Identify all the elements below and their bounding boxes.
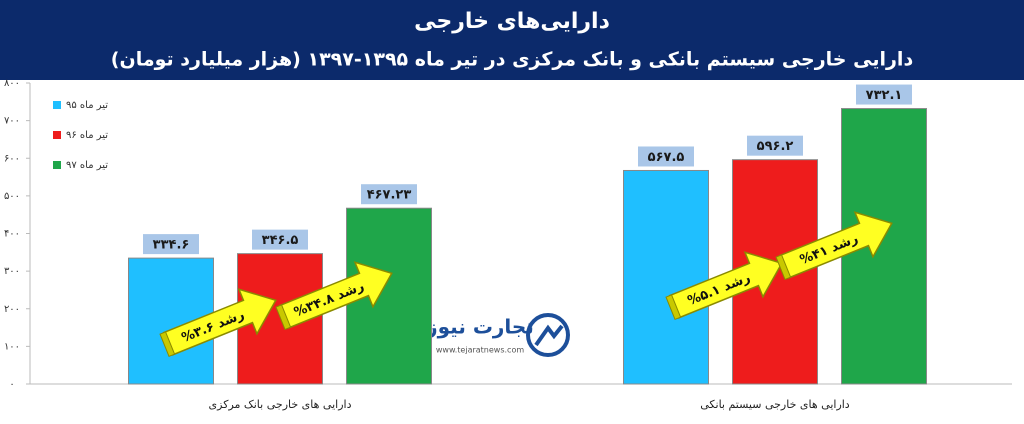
value-label: ۵۶۷.۵ — [648, 150, 685, 165]
y-tick-label: ۷۰۰ — [4, 116, 20, 127]
growth-arrow-tail — [665, 294, 682, 321]
chart-title: دارایی‌های خارجی — [414, 9, 610, 34]
value-label: ۵۹۶.۲ — [757, 139, 794, 154]
legend-swatch — [53, 161, 61, 169]
y-tick-label: ۳۰۰ — [4, 266, 20, 277]
legend-label: تیر ماه ۹۵ — [66, 100, 108, 111]
legend-label: تیر ماه ۹۶ — [66, 130, 108, 141]
growth-arrow-tail — [159, 331, 176, 358]
value-label: ۳۴۶.۵ — [262, 233, 299, 248]
y-tick-label: ۱۰۰ — [4, 341, 20, 352]
x-tick-label: دارایی های خارجی سیستم بانکی — [700, 398, 850, 411]
chart-subtitle: دارایی خارجی سیستم بانکی و بانک مرکزی در… — [111, 49, 914, 71]
y-tick-label: ۰ — [9, 379, 14, 390]
watermark-brand: تجارت نیوز — [425, 315, 534, 339]
growth-arrow: رشد ۴۱% — [775, 211, 893, 281]
value-label: ۳۳۴.۶ — [153, 238, 190, 253]
growth-arrow-tail — [275, 304, 292, 331]
legend-swatch — [53, 101, 61, 109]
y-tick-label: ۶۰۰ — [4, 153, 20, 164]
growth-arrow-shape — [278, 261, 393, 329]
y-tick-label: ۵۰۰ — [4, 191, 20, 202]
y-tick-label: ۲۰۰ — [4, 304, 20, 315]
watermark-logo-mark — [534, 324, 564, 347]
value-label: ۷۳۲.۱ — [866, 88, 903, 103]
header-band — [0, 0, 1024, 80]
value-label-box — [252, 229, 308, 250]
y-tick-label: ۸۰۰ — [4, 78, 20, 89]
y-tick-label: ۴۰۰ — [4, 229, 20, 240]
growth-arrow-shape — [778, 211, 893, 279]
value-label: ۴۶۷.۲۳ — [367, 188, 412, 203]
value-label-box — [361, 184, 417, 205]
watermark-url: www.tejaratnews.com — [436, 346, 524, 355]
watermark: تجارت نیوز www.tejaratnews.com — [425, 313, 570, 357]
legend-label: تیر ماه ۹۷ — [66, 160, 108, 171]
value-label-box — [143, 234, 199, 255]
growth-arrow-tail — [775, 254, 792, 281]
value-label-box — [747, 135, 803, 156]
watermark-logo — [526, 313, 570, 357]
bar — [623, 169, 709, 385]
value-label-box — [638, 146, 694, 167]
growth-arrow-shape — [162, 288, 277, 356]
growth-arrow-shape — [668, 251, 783, 319]
x-tick-label: دارایی های خارجی بانک مرکزی — [209, 398, 352, 411]
value-label-box — [856, 84, 912, 105]
legend-swatch — [53, 131, 61, 139]
